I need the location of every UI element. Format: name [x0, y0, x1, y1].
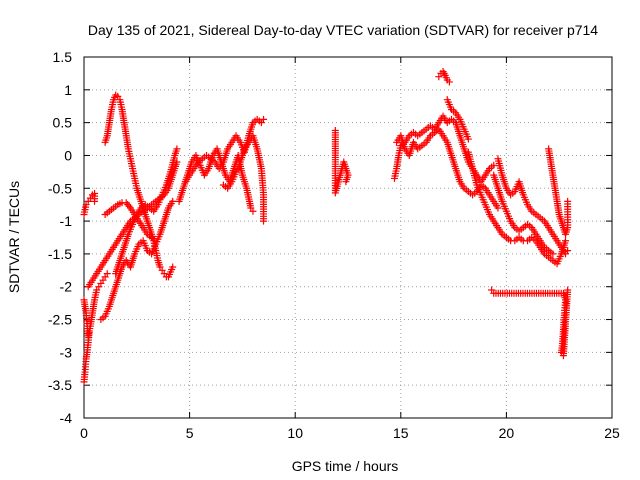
y-tick-label: 0 [64, 147, 72, 163]
y-axis-ticks: -4 -3.5 -3 -2.5 -2 -1.5 -1 -0.5 0 0.5 1 1.5 [48, 49, 612, 426]
data-point [564, 197, 572, 205]
data-point [445, 78, 453, 86]
data-point [260, 217, 268, 225]
data-point [249, 207, 257, 215]
data-point [169, 197, 177, 205]
plot-frame [83, 56, 613, 419]
data-point [490, 161, 498, 169]
data-point [549, 250, 557, 258]
y-tick-label: -2 [60, 279, 73, 295]
x-tick-label: 5 [186, 425, 194, 441]
data-point [342, 178, 350, 186]
y-tick-label: -0.5 [48, 180, 72, 196]
y-tick-label: -1 [60, 213, 73, 229]
chart-title: Day 135 of 2021, Sidereal Day-to-day VTE… [88, 22, 598, 38]
data-point [564, 286, 572, 294]
y-tick-label: 1 [64, 82, 72, 98]
x-axis-ticks: 0 5 10 15 20 25 [80, 57, 620, 441]
x-tick-label: 25 [604, 425, 620, 441]
x-tick-label: 10 [287, 425, 303, 441]
y-tick-label: 0.5 [53, 115, 73, 131]
data-point [173, 145, 181, 153]
y-tick-label: -4 [60, 410, 73, 426]
data-points [80, 67, 572, 386]
data-point [494, 204, 502, 212]
y-tick-label: -3.5 [48, 377, 72, 393]
y-tick-label: 1.5 [53, 49, 73, 65]
x-tick-label: 0 [80, 425, 88, 441]
data-point [562, 237, 570, 245]
data-point [260, 115, 268, 123]
y-tick-label: -2.5 [48, 312, 72, 328]
data-point [464, 135, 472, 143]
y-axis-label: SDTVAR / TECUs [6, 181, 22, 293]
x-tick-label: 15 [393, 425, 409, 441]
y-tick-label: -3 [60, 344, 73, 360]
data-point [148, 234, 156, 241]
data-point [103, 270, 111, 278]
plot-border [83, 56, 613, 419]
x-axis-label: GPS time / hours [292, 458, 399, 474]
data-point [91, 197, 99, 205]
y-tick-label: -1.5 [48, 246, 72, 262]
data-point [85, 329, 93, 337]
x-tick-label: 20 [499, 425, 515, 441]
data-point [169, 263, 177, 271]
data-point [564, 247, 572, 255]
